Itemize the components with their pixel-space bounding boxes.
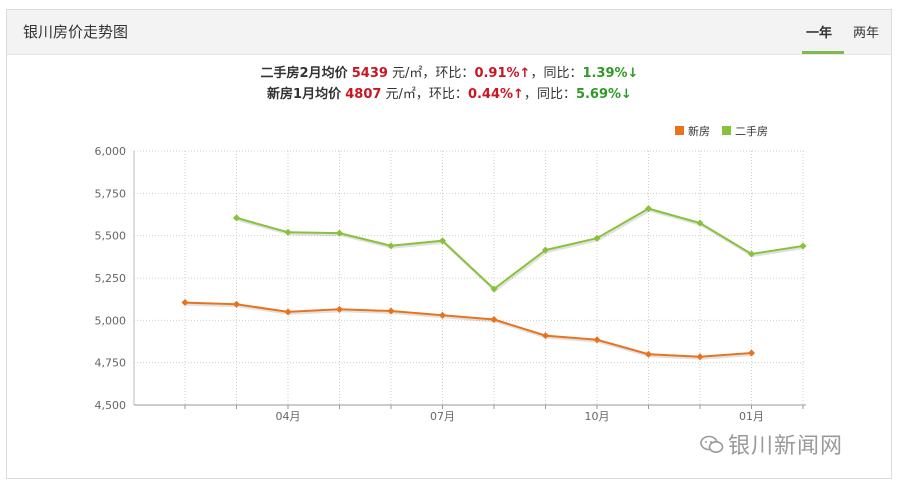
y-tick-label: 5,500 [95,230,127,243]
series-line-new-house-shadow [185,303,753,360]
wechat-icon [700,435,724,453]
summary-new-house-price: 4807 [345,87,382,102]
summary-second-hand-unit: 元/㎡，环比： [387,66,475,81]
data-point-new-house [593,336,601,344]
series-line-second-hand-shadow [237,209,805,293]
data-point-second-hand [593,234,601,242]
data-point-new-house [696,353,704,361]
legend: 新房 二手房 [675,124,768,138]
data-point-second-hand [799,242,807,250]
data-point-second-hand [490,285,498,293]
watermark-text: 银川新闻网 [728,434,844,459]
watermark: 银川新闻网 [700,428,843,460]
data-point-new-house [233,300,240,308]
legend-swatch-new-house [675,126,684,135]
data-point-second-hand [645,205,652,213]
summary-second-hand-yoy: 1.39%↓ [582,66,639,81]
data-point-second-hand [233,214,240,222]
panel-header: 银川房价走势图 一年 两年 [7,10,891,55]
chart-title: 银川房价走势图 [23,23,129,41]
data-point-new-house [387,307,395,315]
series-lines [181,205,807,361]
legend-swatch-second-hand [722,126,731,135]
data-point-new-house [284,308,292,316]
summary-new-house: 新房1月均价 4807 元/㎡，环比：0.44%↑，同比：5.69%↓ [0,84,899,105]
y-tick-label: 6,000 [95,145,127,158]
grid [134,150,806,406]
summary-new-house-sep: ，同比： [523,87,576,102]
summary-new-house-mom: 0.44%↑ [467,87,524,102]
summary-new-house-label: 新房1月均价 [267,87,342,102]
summary-second-hand-sep: ，同比： [530,66,583,81]
data-point-new-house [542,332,549,340]
active-tab-indicator [802,51,844,54]
axes: 6,000 5,750 5,500 5,250 5,000 4,750 4,500 04月 07… [95,145,806,423]
y-tick-label: 4,500 [95,399,127,412]
series-line-new-house [184,301,752,358]
x-tick-label: 10月 [585,410,610,423]
legend-label-new-house: 新房 [688,124,710,138]
data-point-second-hand [542,246,549,254]
series-line-second-hand [236,207,804,291]
data-point-second-hand [696,219,704,227]
x-tick-label: 01月 [739,410,764,423]
x-tick-label: 07月 [430,410,455,423]
y-tick-label: 5,000 [95,314,127,327]
y-tick-label: 5,750 [95,187,127,200]
tab-one-year[interactable]: 一年 [806,26,833,41]
data-point-new-house [439,311,446,319]
summary-second-hand: 二手房2月均价 5439 元/㎡，环比：0.91%↑，同比：1.39%↓ [0,63,899,84]
y-tick-label: 4,750 [95,357,127,370]
chart-panel: 银川房价走势图 一年 两年 [6,9,892,479]
x-tick-label: 04月 [276,410,301,423]
data-point-second-hand [387,242,395,250]
price-summary: 二手房2月均价 5439 元/㎡，环比：0.91%↑，同比：1.39%↓ 新房1… [0,63,899,105]
data-point-second-hand [336,229,343,237]
summary-second-hand-label: 二手房2月均价 [260,66,348,81]
summary-second-hand-mom: 0.91%↑ [474,66,531,81]
data-point-new-house [181,299,189,307]
data-point-new-house [490,315,498,323]
tab-two-years[interactable]: 两年 [853,26,880,41]
data-point-second-hand [284,228,292,236]
summary-second-hand-price: 5439 [351,66,388,81]
summary-new-house-unit: 元/㎡，环比： [381,87,468,102]
summary-new-house-yoy: 5.69%↓ [575,87,632,102]
data-point-new-house [645,350,652,358]
data-point-second-hand [748,250,755,258]
data-point-second-hand [439,237,446,245]
legend-label-second-hand: 二手房 [735,124,768,138]
data-point-new-house [336,305,343,313]
y-tick-label: 5,250 [95,272,127,285]
data-point-new-house [748,349,755,357]
